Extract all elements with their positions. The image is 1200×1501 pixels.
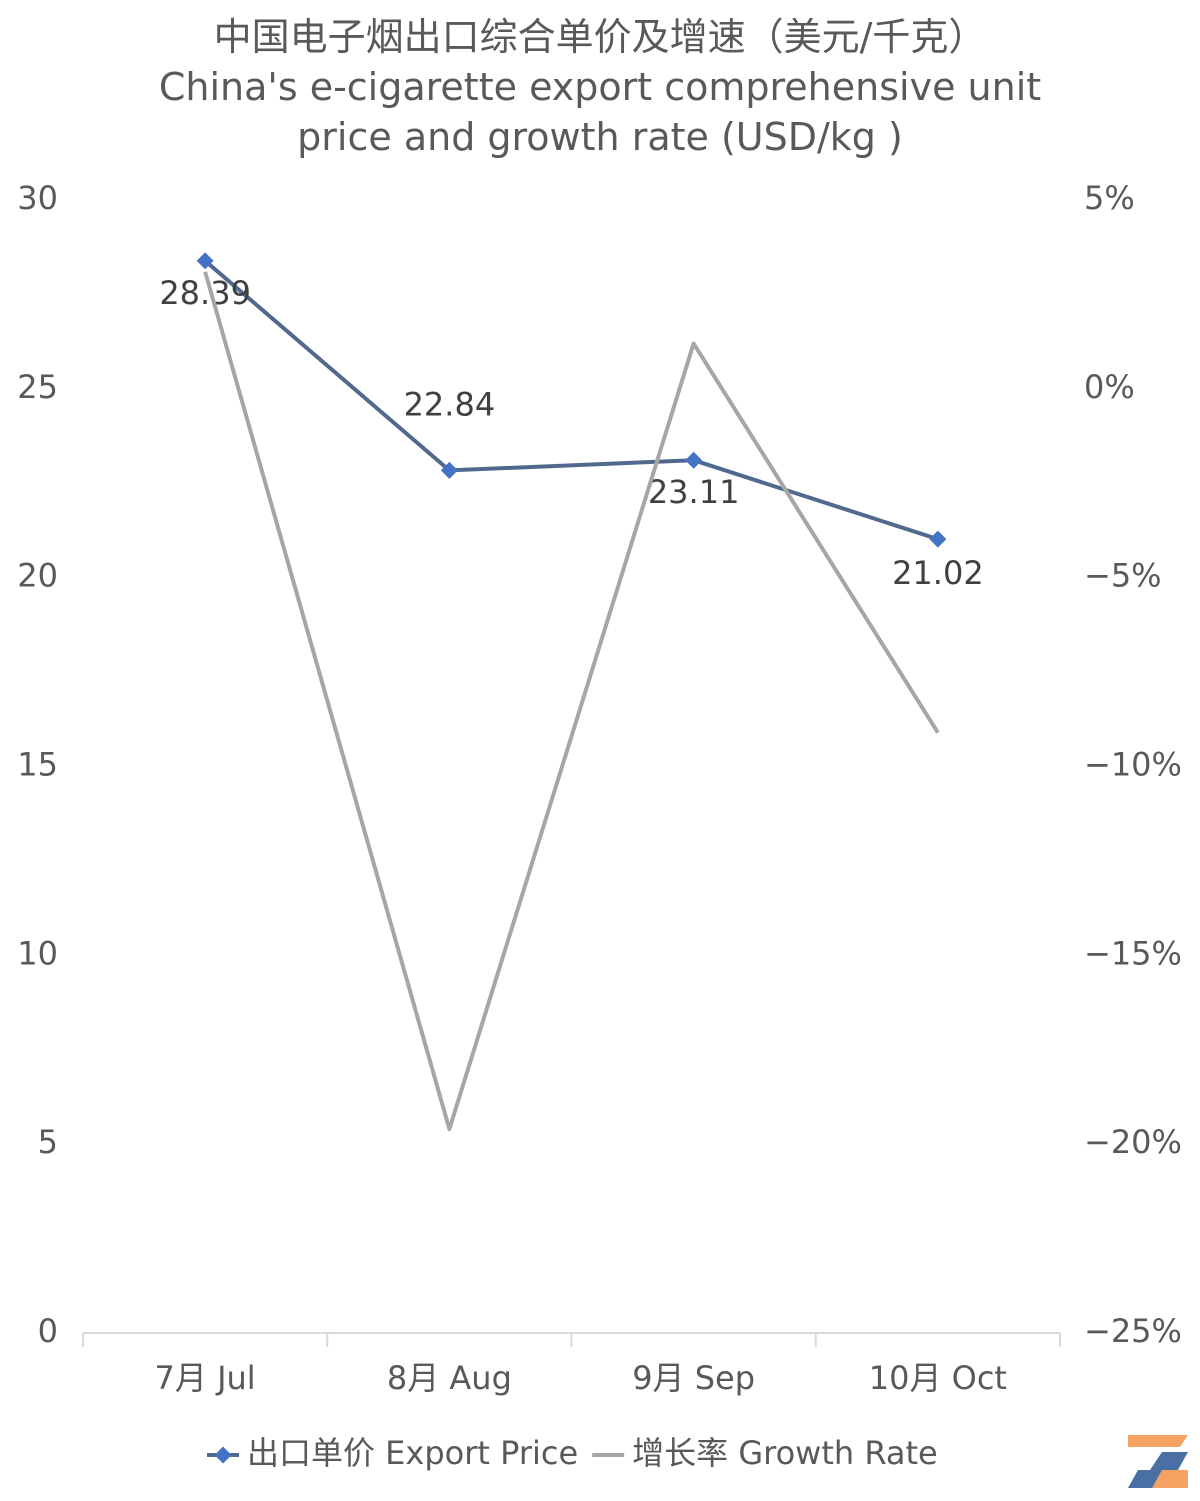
y2-tick-label: 0% <box>1084 368 1135 406</box>
legend-label: 出口单价 Export Price <box>247 1434 578 1472</box>
x-tick-label: 9月 Sep <box>632 1359 755 1397</box>
y2-tick-label: 5% <box>1084 179 1135 217</box>
x-tick-label: 8月 Aug <box>387 1359 512 1397</box>
x-tick-label: 7月 Jul <box>155 1359 256 1397</box>
logo <box>1128 1435 1188 1488</box>
legend-label: 增长率 Growth Rate <box>632 1434 938 1472</box>
y2-tick-label: −15% <box>1084 934 1182 972</box>
y-tick-label: 5 <box>38 1123 58 1161</box>
data-label: 22.84 <box>404 385 496 423</box>
chart-title: 中国电子烟出口综合单价及增速（美元/千克） <box>213 15 987 59</box>
chart-subtitle: China's e-cigarette export comprehensive… <box>158 65 1042 159</box>
y-tick-label: 10 <box>17 934 58 972</box>
y2-tick-label: −20% <box>1084 1123 1182 1161</box>
marker <box>685 451 703 469</box>
marker <box>440 461 458 479</box>
y-tick-label: 0 <box>38 1312 58 1350</box>
y-tick-label: 20 <box>17 557 58 595</box>
x-tick-label: 10月 Oct <box>869 1359 1007 1397</box>
data-label: 28.39 <box>159 274 251 312</box>
legend-marker <box>214 1446 232 1464</box>
y2-tick-label: −10% <box>1084 746 1182 784</box>
series-line <box>203 271 940 1132</box>
series-line <box>203 259 939 542</box>
y2-tick-label: −25% <box>1084 1312 1182 1350</box>
marker <box>929 530 947 548</box>
data-label: 21.02 <box>892 554 984 592</box>
y-tick-label: 30 <box>17 179 58 217</box>
data-label: 23.11 <box>648 473 740 511</box>
y-tick-label: 15 <box>17 746 58 784</box>
y2-tick-label: −5% <box>1084 557 1162 595</box>
chart-title-block: 中国电子烟出口综合单价及增速（美元/千克） China's e-cigarett… <box>100 12 1100 162</box>
y-tick-label: 25 <box>17 368 58 406</box>
marker <box>196 252 214 270</box>
